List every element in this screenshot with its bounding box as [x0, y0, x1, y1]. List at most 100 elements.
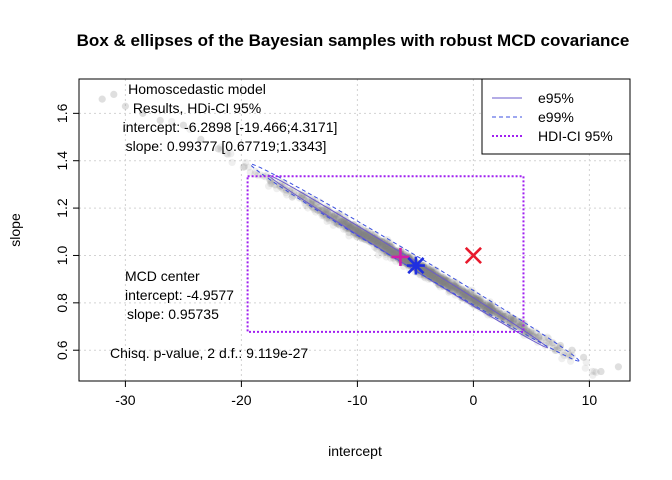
sample-point	[432, 272, 440, 280]
sample-point	[357, 229, 365, 237]
sample-point	[438, 279, 446, 287]
sample-point	[486, 300, 494, 308]
sample-point	[440, 274, 448, 282]
reference-point-marker	[464, 246, 482, 265]
sample-point	[312, 198, 320, 207]
sample-point	[423, 269, 431, 277]
sample-point	[385, 249, 394, 257]
sample-point	[429, 273, 437, 281]
sample-point	[377, 241, 385, 250]
sample-point	[444, 282, 452, 290]
sample-point	[278, 179, 286, 187]
sample-point	[228, 158, 236, 166]
sample-point	[454, 282, 462, 290]
sample-point	[448, 285, 456, 293]
sample-point	[440, 277, 448, 285]
sample-point	[389, 249, 397, 257]
sample-point	[553, 342, 561, 350]
sample-point	[371, 234, 379, 242]
sample-point	[516, 322, 524, 330]
sample-point	[520, 324, 528, 332]
sample-point	[251, 167, 259, 175]
sample-point	[440, 282, 448, 290]
sample-point	[389, 248, 397, 256]
sample-point	[430, 274, 439, 282]
sample-point	[447, 281, 455, 289]
sample-point	[432, 275, 440, 283]
sample-point	[423, 270, 432, 278]
sample-point	[526, 328, 534, 336]
sample-point	[346, 224, 354, 232]
sample-point	[223, 150, 231, 158]
sample-point	[430, 274, 438, 282]
sample-point	[441, 278, 449, 286]
sample-point	[383, 242, 391, 250]
sample-point	[358, 232, 366, 240]
sample-point	[375, 251, 383, 259]
sample-point	[240, 163, 248, 171]
sample-point	[468, 296, 476, 304]
sample-point	[523, 327, 531, 335]
sample-point	[425, 270, 433, 278]
sample-point	[485, 307, 493, 315]
sample-point	[389, 245, 397, 253]
sample-point	[389, 249, 397, 257]
sample-point	[259, 172, 268, 180]
sample-point	[361, 234, 369, 242]
sample-point	[480, 305, 489, 313]
sample-point	[386, 240, 394, 248]
sample-point	[366, 234, 374, 242]
sample-point	[473, 298, 481, 306]
sample-point	[550, 345, 559, 353]
sample-point	[381, 244, 389, 252]
sample-point	[318, 212, 326, 220]
sample-point	[470, 293, 478, 301]
sample-point	[454, 285, 462, 293]
sample-point	[342, 219, 350, 228]
sample-point	[386, 247, 394, 255]
sample-point	[559, 349, 567, 357]
annotation-line: Results, HDi-CI 95%	[133, 100, 261, 116]
grid	[79, 79, 630, 381]
sample-point	[433, 273, 442, 281]
sample-point	[356, 229, 364, 237]
sample-point	[386, 246, 394, 254]
sample-point	[449, 286, 457, 294]
sample-point	[385, 245, 393, 253]
sample-point	[452, 285, 460, 293]
sample-point	[484, 305, 492, 313]
sample-point	[433, 275, 441, 283]
sample-point	[390, 249, 398, 257]
sample-point	[426, 268, 434, 276]
sample-point	[524, 328, 533, 336]
sample-point	[567, 357, 575, 365]
sample-point	[464, 286, 472, 294]
sample-point	[385, 247, 393, 255]
x-tick-label: 0	[470, 392, 478, 408]
sample-point	[491, 309, 499, 317]
sample-point	[377, 241, 385, 249]
sample-point	[498, 313, 506, 321]
sample-point	[317, 209, 325, 217]
sample-point	[542, 338, 550, 346]
sample-point	[422, 272, 430, 280]
sample-point	[383, 247, 391, 255]
sample-point	[487, 303, 495, 311]
legend: e95% e99% HDI-CI 95%	[481, 78, 631, 155]
sample-point	[302, 202, 310, 210]
sample-point	[356, 228, 364, 236]
sample-point	[507, 322, 515, 330]
mcd-center-marker	[406, 256, 425, 275]
sample-point	[373, 237, 381, 245]
sample-point	[369, 236, 377, 244]
sample-point	[445, 285, 453, 293]
sample-point	[299, 194, 307, 202]
sample-point	[520, 320, 528, 328]
sample-point	[168, 117, 176, 126]
sample-point	[549, 339, 557, 347]
sample-point	[373, 236, 381, 244]
sample-point	[537, 337, 545, 345]
sample-point	[350, 222, 358, 230]
sample-point	[487, 301, 495, 309]
